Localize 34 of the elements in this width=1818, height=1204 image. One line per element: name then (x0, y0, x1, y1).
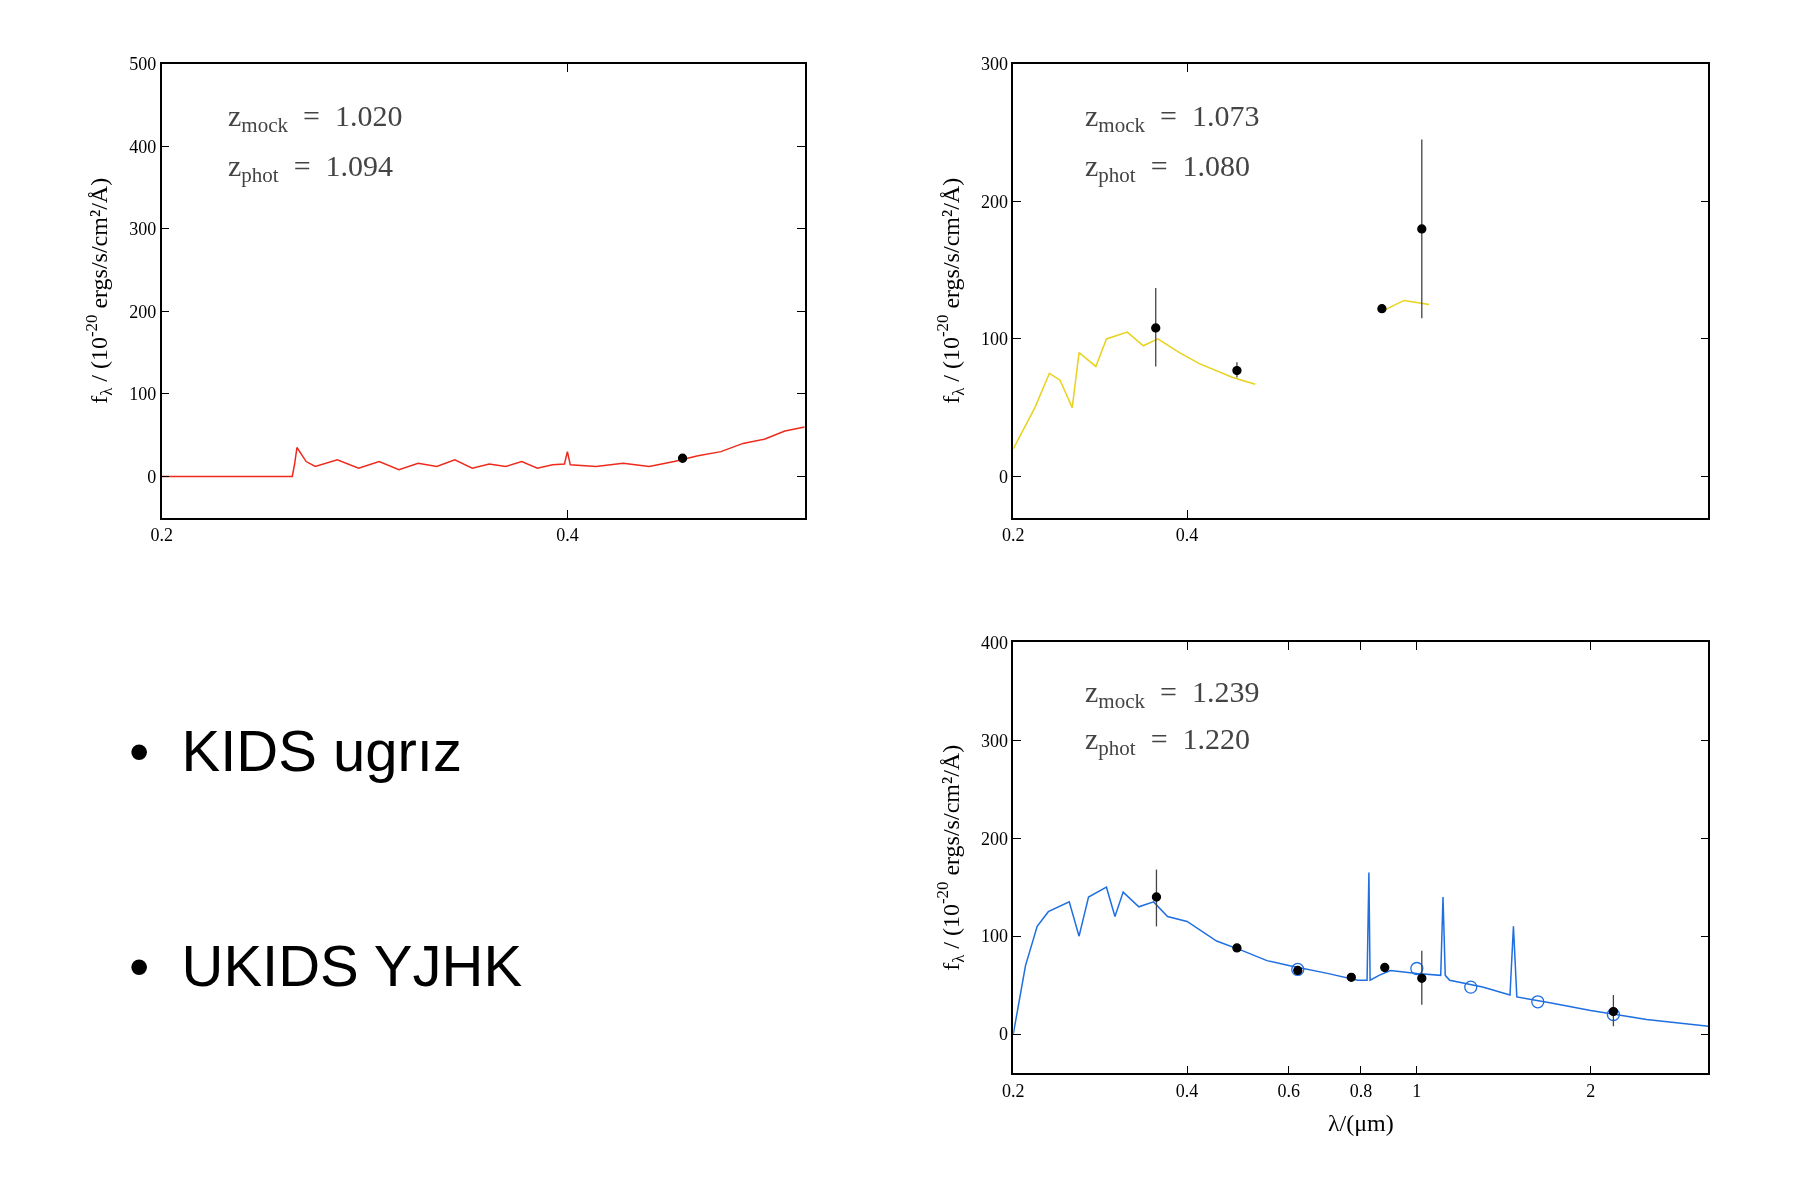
y-tick-label: 100 (980, 926, 1008, 947)
x-tick-label: 1 (1412, 1080, 1422, 1101)
y-tick-label: 0 (147, 466, 157, 487)
annotation: z$_{phot}$ = 1.094 (228, 149, 394, 188)
x-tick-label: 0.2 (150, 524, 173, 545)
y-tick-label: 0 (998, 1024, 1008, 1045)
y-tick-label: 300 (129, 219, 157, 240)
y-tick-label: 100 (980, 329, 1008, 350)
y-tick-label: 100 (129, 384, 157, 405)
x-tick-label: 0.6 (1277, 1080, 1300, 1101)
x-tick-label: 0.8 (1349, 1080, 1373, 1101)
annotation: z$_{phot}$ = 1.220 (1085, 722, 1251, 761)
x-tick-label: 0.2 (1002, 524, 1025, 545)
annotation: z$_{mock}$ = 1.073 (1085, 99, 1260, 138)
y-tick-label: 400 (980, 632, 1008, 653)
y-tick-label: 200 (129, 301, 157, 322)
y-tick-label: 300 (980, 54, 1008, 75)
x-tick-label: 0.2 (1002, 1080, 1025, 1101)
x-tick-label: 0.4 (556, 524, 579, 545)
y-tick-label: 0 (998, 466, 1008, 487)
annotation: z$_{mock}$ = 1.020 (228, 99, 403, 138)
y-tick-label: 200 (980, 828, 1008, 849)
y-tick-label: 300 (980, 730, 1008, 751)
y-tick-label: 500 (129, 54, 157, 75)
text: • UKIDS YJHK (129, 933, 523, 998)
annotation: z$_{mock}$ = 1.239 (1085, 675, 1260, 714)
annotation: z$_{phot}$ = 1.080 (1085, 149, 1251, 188)
text: • KIDS ugrız (129, 718, 462, 783)
x-axis-title: λ/(μm) (1327, 1110, 1394, 1137)
x-tick-label: 0.4 (1175, 524, 1199, 545)
y-tick-label: 200 (980, 191, 1008, 212)
x-tick-label: 0.4 (1175, 1080, 1199, 1101)
y-tick-label: 400 (129, 136, 157, 157)
x-tick-label: 2 (1586, 1080, 1596, 1101)
